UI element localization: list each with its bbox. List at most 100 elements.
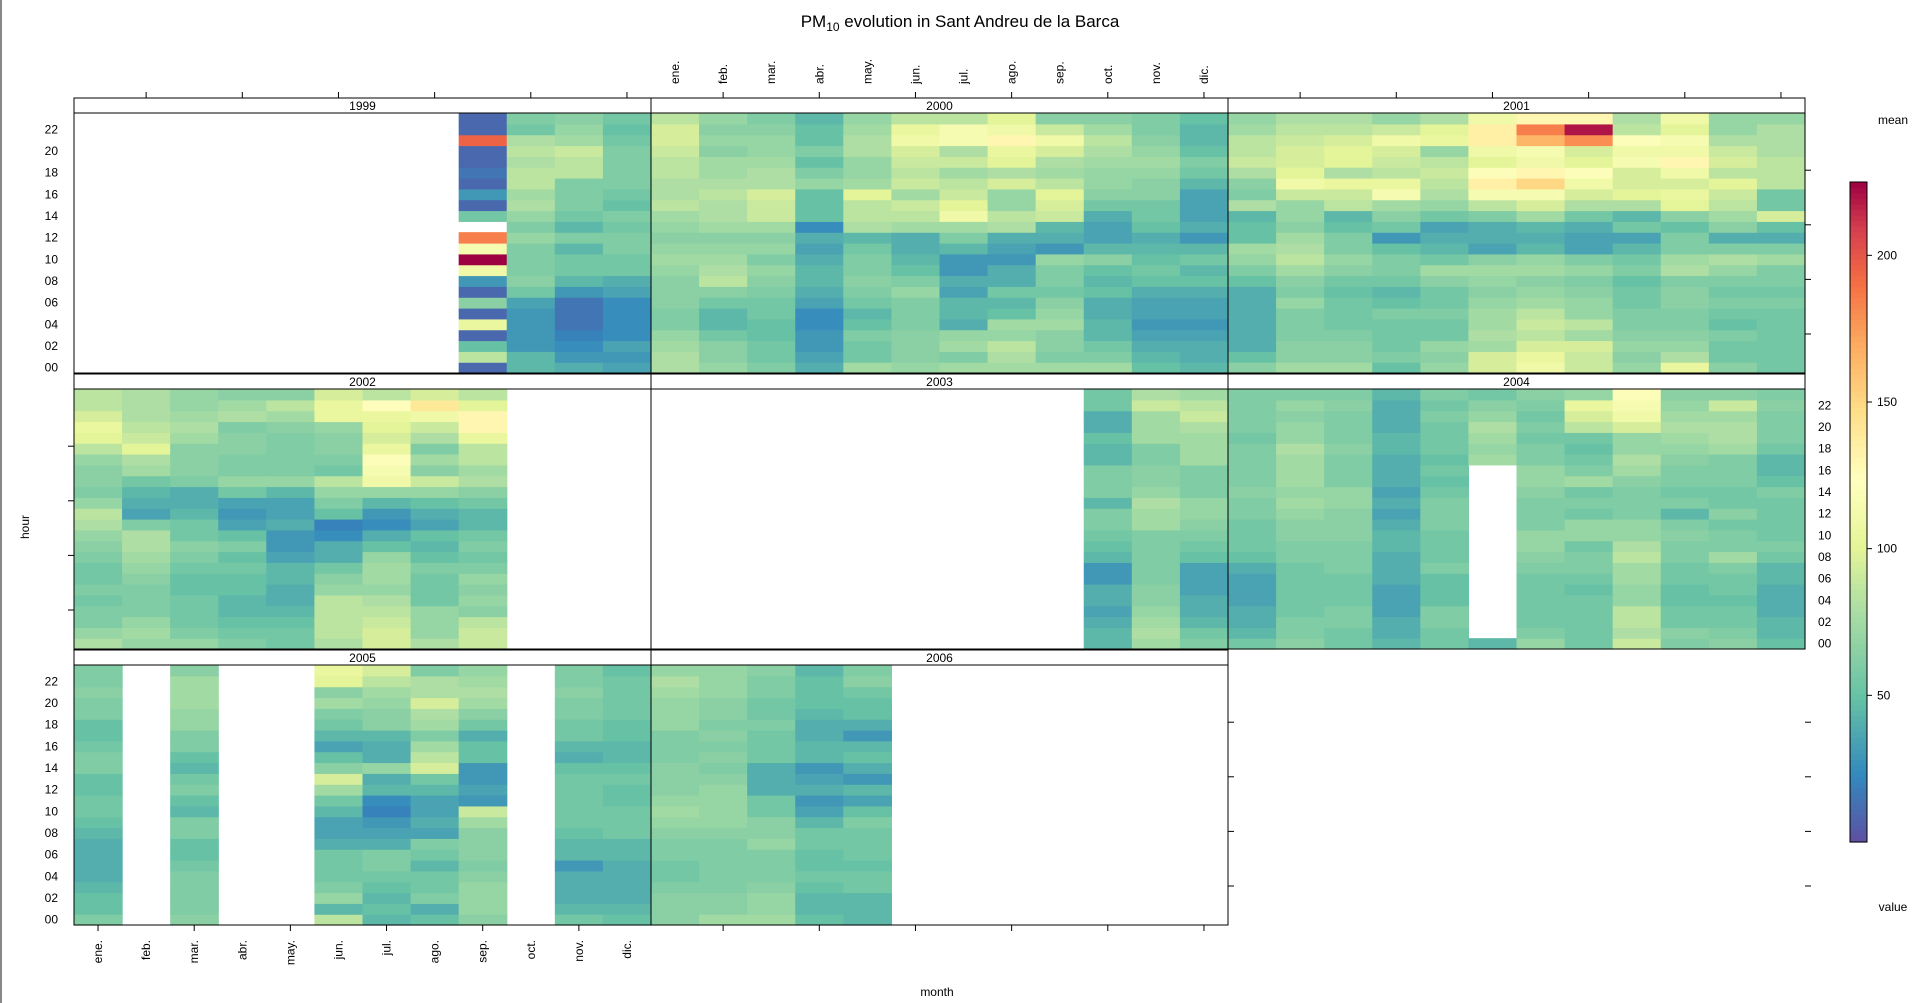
heatmap-cell	[1276, 432, 1325, 444]
heatmap-cell	[1564, 443, 1614, 455]
colorbar-segment	[1850, 831, 1867, 838]
heatmap-cell	[1276, 318, 1325, 331]
heatmap-cell	[554, 881, 604, 894]
heatmap-cell	[122, 443, 171, 455]
heatmap-cell	[1276, 594, 1325, 607]
heatmap-cell	[218, 551, 267, 563]
heatmap-cell	[1468, 329, 1518, 342]
heatmap-cell	[1756, 351, 1806, 363]
heatmap-cell	[1035, 210, 1085, 222]
heatmap-cell	[410, 464, 460, 477]
heatmap-cell	[1612, 443, 1662, 455]
heatmap-cell	[795, 221, 844, 233]
heatmap-cell	[1324, 399, 1373, 412]
heatmap-cell	[602, 297, 652, 309]
heatmap-cell	[1756, 167, 1806, 179]
heatmap-cell	[410, 399, 460, 412]
heatmap-cell	[1564, 399, 1614, 412]
heatmap-cell	[1179, 318, 1229, 331]
heatmap-cell	[458, 627, 508, 639]
heatmap-cell	[458, 264, 508, 277]
heatmap-cell	[554, 308, 604, 320]
heatmap-cell	[987, 221, 1037, 233]
heatmap-cell	[747, 881, 796, 894]
hour-tick-label: 04	[45, 317, 59, 331]
colorbar-segment	[1850, 341, 1867, 348]
heatmap-cell	[554, 773, 604, 785]
heatmap-cell	[170, 584, 219, 596]
heatmap-cell	[410, 805, 460, 818]
heatmap-cell	[843, 708, 893, 720]
heatmap-cell	[843, 275, 893, 287]
heatmap-cell	[122, 475, 171, 488]
heatmap-cell	[1708, 297, 1758, 309]
heatmap-cell	[843, 762, 893, 774]
heatmap-cell	[74, 849, 123, 861]
heatmap-cell	[1131, 134, 1181, 147]
colorbar-segment	[1850, 237, 1867, 244]
heatmap-cell	[506, 329, 556, 342]
heatmap-cell	[795, 188, 844, 201]
heatmap-cell	[1420, 508, 1470, 520]
heatmap-cell	[1708, 243, 1758, 255]
colorbar-segment	[1850, 424, 1867, 431]
colorbar-segment	[1850, 209, 1867, 216]
colorbar-segment	[1850, 479, 1867, 486]
heatmap-cell	[458, 486, 508, 498]
hour-tick-label: 12	[45, 231, 59, 245]
colorbar-segment	[1850, 825, 1867, 832]
heatmap-cell	[1228, 638, 1277, 650]
heatmap-cell	[1564, 584, 1614, 596]
heatmap-cell	[1516, 264, 1566, 277]
heatmap-cell	[1324, 497, 1373, 509]
heatmap-cell	[1179, 410, 1229, 423]
heatmap-cell	[170, 605, 219, 618]
heatmap-cell	[651, 264, 700, 277]
heatmap-cell	[747, 318, 796, 331]
heatmap-cell	[362, 594, 412, 607]
heatmap-cell	[1612, 113, 1662, 125]
heatmap-cell	[1708, 318, 1758, 331]
hour-tick-label: 06	[45, 296, 59, 310]
heatmap-cell	[1420, 616, 1470, 628]
heatmap-cell	[458, 454, 508, 466]
heatmap-cell	[314, 540, 364, 553]
heatmap-cell	[795, 860, 844, 872]
heatmap-cell	[1179, 454, 1229, 466]
heatmap-cell	[602, 881, 652, 894]
colorbar-segment	[1850, 413, 1867, 420]
heatmap-cell	[747, 308, 796, 320]
heatmap-cell	[891, 286, 941, 298]
heatmap-cell	[843, 253, 893, 266]
heatmap-cell	[1083, 243, 1133, 255]
heatmap-cell	[1035, 199, 1085, 212]
heatmap-cell	[1468, 410, 1518, 423]
heatmap-cell	[843, 697, 893, 709]
heatmap-cell	[1083, 389, 1133, 401]
heatmap-cell	[939, 329, 989, 342]
heatmap-cell	[651, 221, 700, 233]
heatmap-cell	[74, 784, 123, 796]
heatmap-cell	[1083, 605, 1133, 618]
heatmap-cell	[410, 730, 460, 742]
heatmap-cell	[1660, 638, 1710, 650]
heatmap-cell	[602, 167, 652, 179]
heatmap-cell	[1516, 340, 1566, 352]
heatmap-cell	[1564, 573, 1614, 585]
heatmap-cell	[170, 464, 219, 477]
heatmap-cell	[1612, 399, 1662, 412]
heatmap-cell	[1756, 275, 1806, 287]
heatmap-cell	[1372, 351, 1421, 363]
heatmap-cell	[939, 318, 989, 331]
heatmap-cell	[1083, 351, 1133, 363]
heatmap-cell	[122, 529, 171, 542]
heatmap-cell	[1035, 286, 1085, 298]
colorbar-segment	[1850, 644, 1867, 651]
heatmap-cell	[1612, 123, 1662, 136]
heatmap-cell	[699, 697, 748, 709]
heatmap-cell	[314, 421, 364, 433]
heatmap-cell	[699, 816, 748, 829]
heatmap-cell	[1179, 519, 1229, 531]
heatmap-cell	[1708, 221, 1758, 233]
heatmap-cell	[314, 708, 364, 720]
